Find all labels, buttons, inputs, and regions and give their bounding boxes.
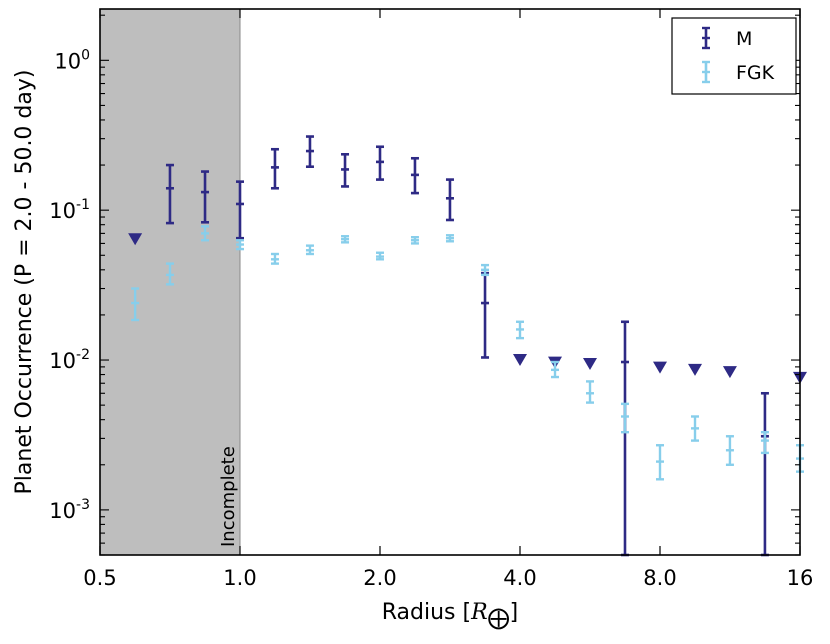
x-tick-label: 1.0 [223,566,256,590]
errorbar-m-6 [376,145,384,181]
x-tick-label: 2.0 [363,566,396,590]
upper-limit-m-6 [722,366,737,379]
errorbar-m-3 [270,147,279,190]
legend-label: M [736,28,752,50]
errorbar-fgk-3 [236,239,244,251]
errorbar-m-5 [341,152,350,188]
errorbar-fgk-2 [201,225,210,242]
errorbar-fgk-10 [481,263,490,277]
errorbar-fgk-5 [305,244,314,256]
x-tick-label: 4.0 [503,566,536,590]
legend-item-m: M [702,26,752,50]
plot-frame [99,8,801,556]
errorbar-m-1 [201,170,210,224]
errorbar-m-0 [165,163,174,225]
errorbar-fgk-12 [551,360,560,379]
y-axis-label: Planet Occurrence (P = 2.0 - 50.0 day) [12,70,37,495]
errorbar-m-11 [760,391,769,557]
errorbar-m-2 [236,180,244,240]
errorbar-fgk-18 [760,430,769,455]
errorbar-m-8 [445,178,454,222]
errorbar-fgk-8 [410,236,419,245]
upper-limit-m-1 [513,354,527,367]
errorbar-m-7 [410,156,419,195]
legend-box [671,17,797,95]
errorbar-fgk-6 [341,235,350,244]
errorbar-fgk-17 [725,435,734,466]
y-tick-label: 100 [54,47,90,73]
y-tick-label: 10-1 [49,197,90,223]
errorbar-fgk-7 [376,251,384,261]
legend-label: FGK [736,62,775,84]
label-layer: Radius [R⨁] Planet Occurrence (P = 2.0 - … [12,70,518,631]
y-tick-label: 10-2 [49,347,90,373]
legend-item-fgk: FGK [702,60,775,84]
upper-limit-m-4 [653,361,667,374]
errorbar-fgk-1 [165,262,174,286]
upper-limit-m-5 [688,363,703,376]
x-axis-label: Radius [R⨁] [382,600,519,631]
upper-limit-m-3 [583,358,598,371]
y-tick-label: 10-3 [49,497,90,523]
errorbar-fgk-9 [445,234,454,243]
x-tick-label: 8.0 [643,566,676,590]
errorbar-fgk-4 [270,252,279,265]
errorbar-fgk-0 [131,287,140,322]
x-tick-label: 16 [787,566,814,590]
errorbar-fgk-15 [656,444,664,481]
incomplete-label: Incomplete [218,446,239,547]
errorbar-m-4 [305,135,314,169]
legend: M FGK [671,17,797,95]
errorbar-m-10 [620,320,629,557]
errorbar-fgk-16 [691,415,700,442]
errorbar-fgk-14 [620,402,629,434]
tick-layer: 0.5 1.0 2.0 4.0 8.0 16 10-3 10-2 10-1 100 [49,9,813,590]
errorbar-m-9 [481,271,490,359]
errorbar-fgk-13 [586,380,595,404]
errorbar-fgk-11 [516,320,524,340]
x-tick-label: 0.5 [83,566,116,590]
upper-limit-m-0 [128,233,143,246]
series-m [128,135,807,557]
